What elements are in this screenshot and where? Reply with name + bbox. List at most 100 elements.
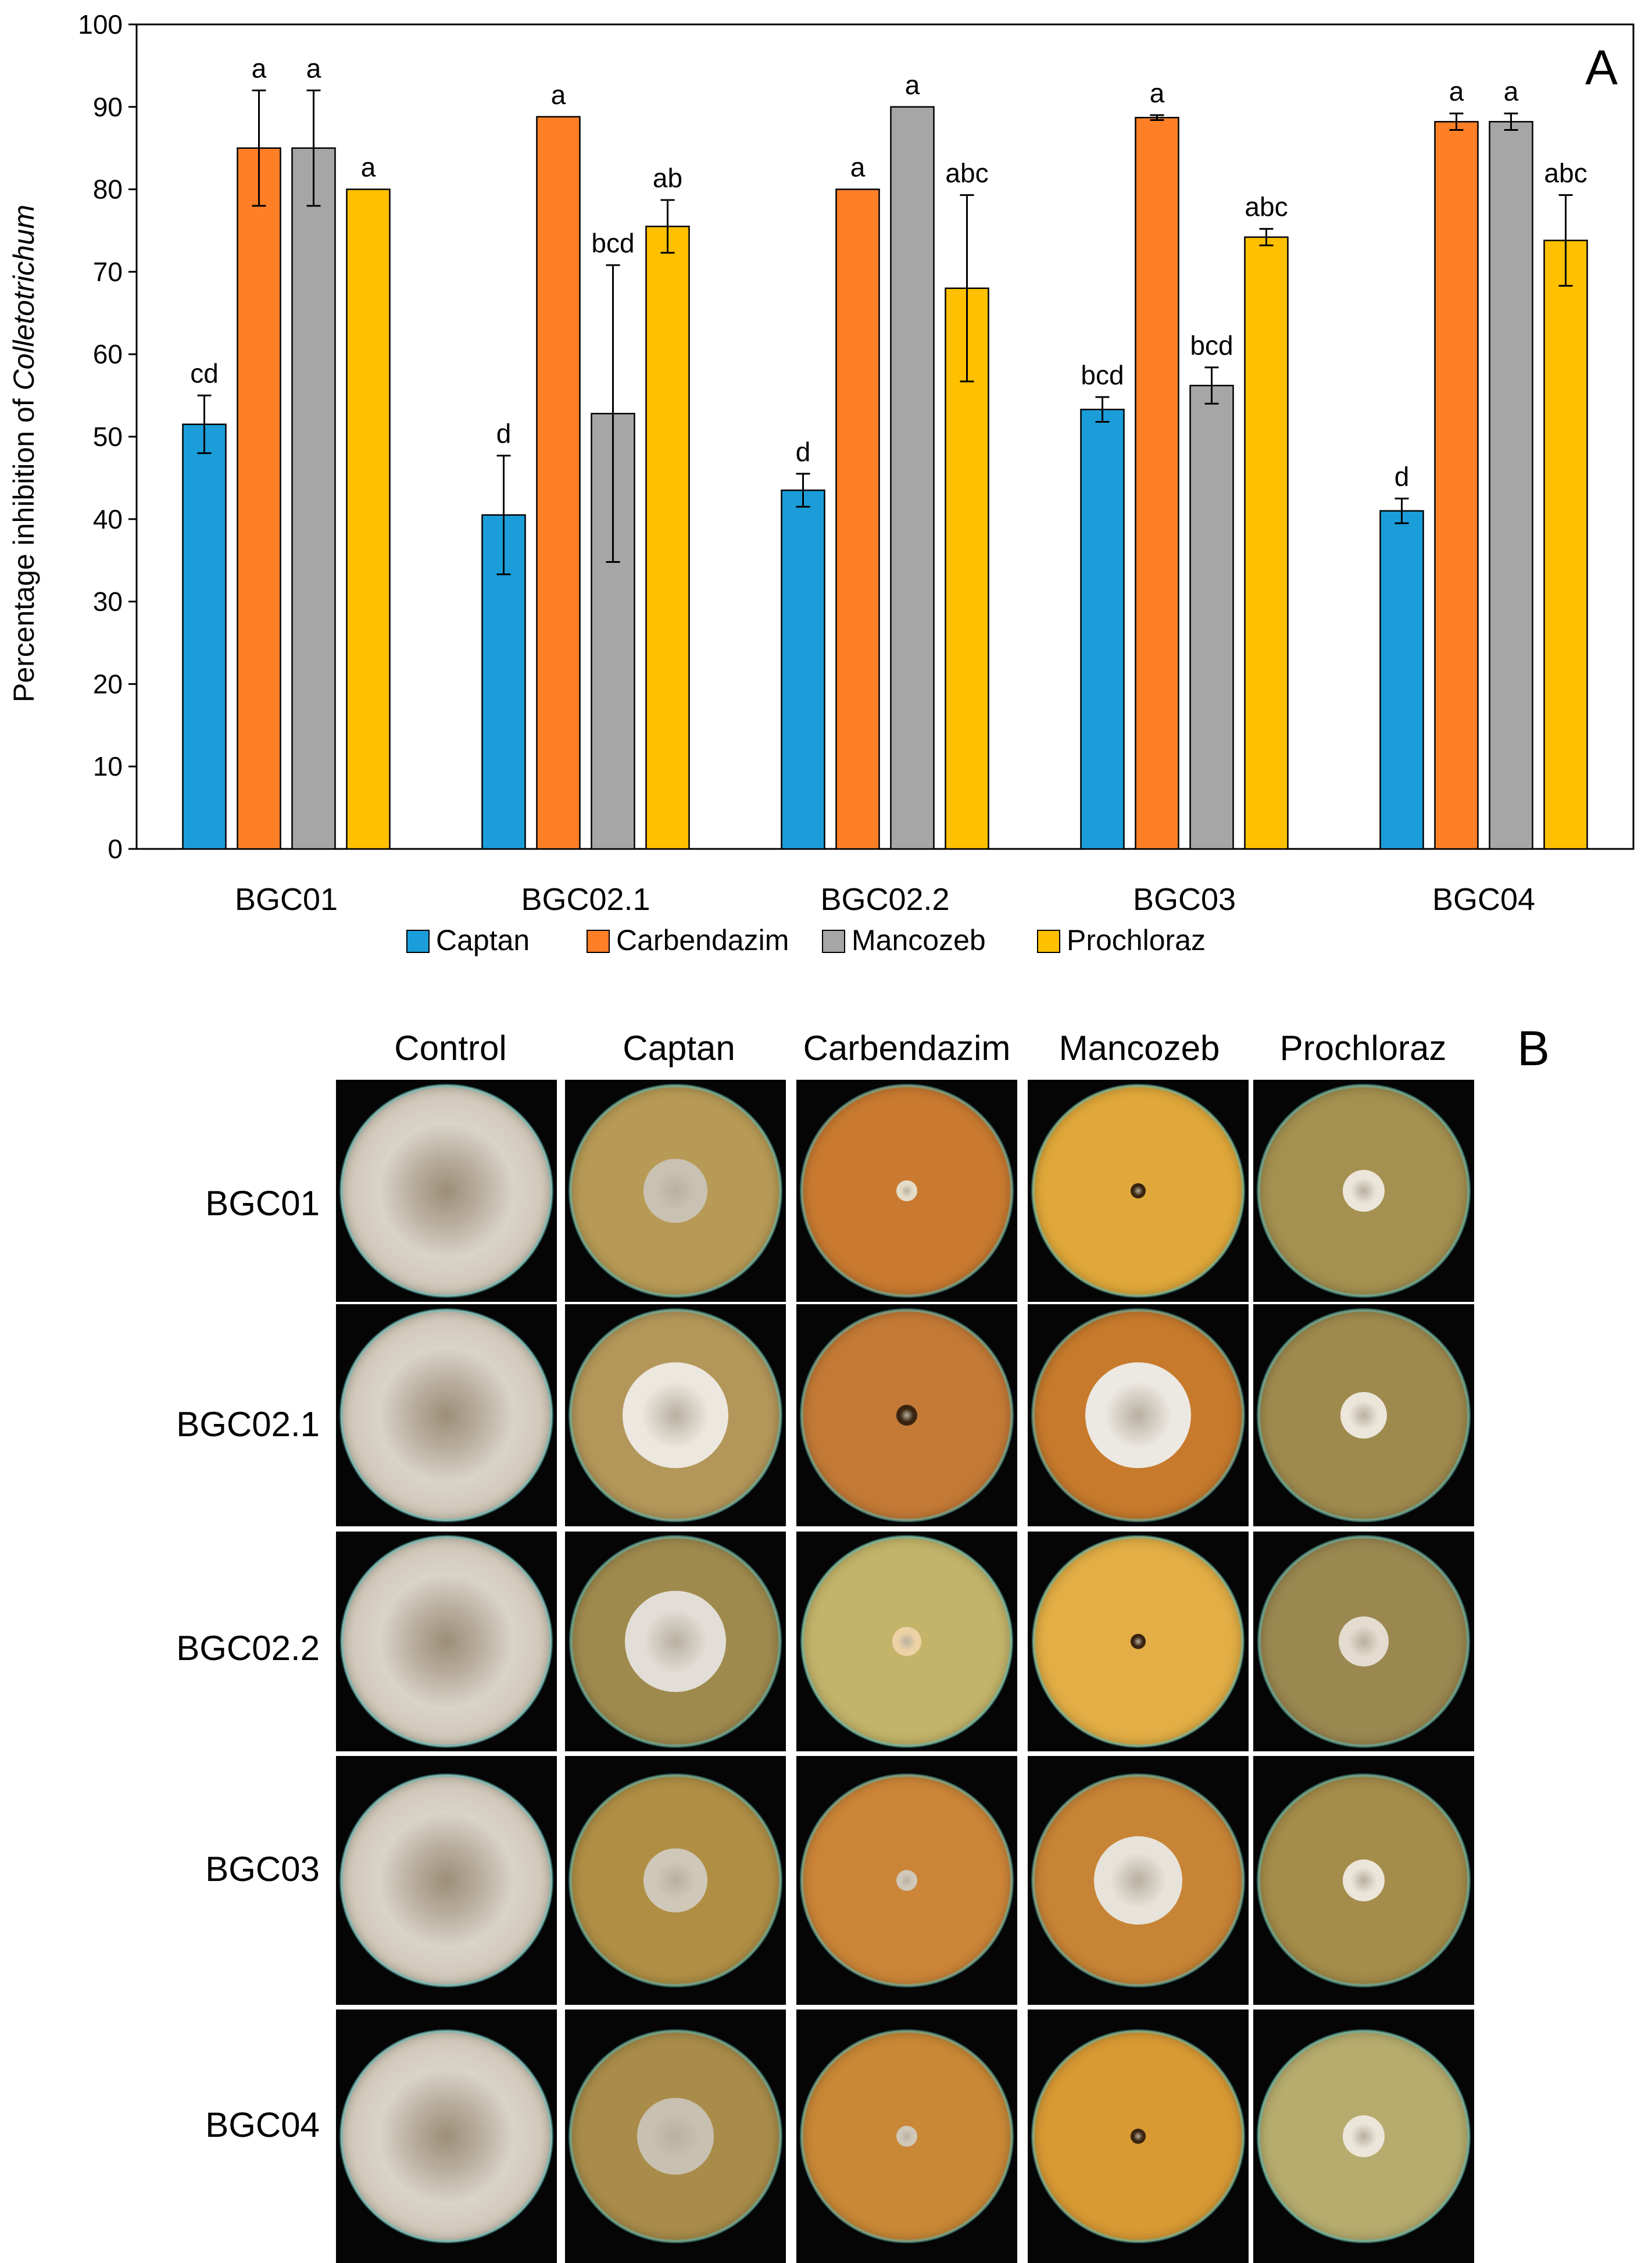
- petri-dish-rim: [568, 1084, 782, 1298]
- x-category-label: BGC03: [1133, 882, 1236, 917]
- petri-dish-rim: [568, 1308, 782, 1522]
- petri-dish-rim: [1257, 1535, 1470, 1748]
- chart-legend: Captan Carbendazim Mancozeb Prochloraz: [406, 924, 1206, 956]
- y-tick-label: 10: [93, 751, 123, 781]
- petri-plate-photo: [336, 1756, 557, 2005]
- petri-plate-photo: [1253, 1080, 1474, 1302]
- bar: [1543, 240, 1588, 850]
- chart-axes: 0 10 20 30 40 50 60 70 80 90 100 BGC01 BGC02.1 BGC02.…: [78, 9, 1635, 917]
- bar: [291, 147, 336, 850]
- y-tick-label: 80: [93, 174, 123, 205]
- petri-dish-rim: [569, 1535, 782, 1748]
- petri-dish-rim: [800, 1535, 1013, 1748]
- y-tick-label: 30: [93, 587, 123, 617]
- petri-plate-photo: [1253, 1756, 1474, 2005]
- petri-dish-rim: [339, 1308, 553, 1522]
- y-tick-label: 100: [78, 9, 123, 40]
- petri-plate-photo: [1253, 1532, 1474, 1751]
- petri-plate-photo: [1028, 2009, 1249, 2263]
- legend-label: Mancozeb: [852, 924, 986, 956]
- bar: [890, 106, 935, 850]
- legend-label: Prochloraz: [1067, 924, 1206, 956]
- petri-plate-photo: [565, 2009, 786, 2263]
- x-category-label: BGC02.2: [820, 882, 949, 917]
- y-tick-label: 20: [93, 669, 123, 699]
- petri-dish-rim: [1031, 1773, 1245, 1987]
- bar: [182, 423, 227, 850]
- petri-plate-photo: [336, 2009, 557, 2263]
- petri-dish-rim: [339, 1773, 553, 1987]
- bar: [1244, 236, 1289, 850]
- bar: [1379, 510, 1424, 850]
- petri-plate-photo: [796, 1532, 1017, 1751]
- petri-plate-photo: [1253, 2009, 1474, 2263]
- significance-letter: bcd: [591, 228, 634, 258]
- petri-plate-photo: [336, 1080, 557, 1302]
- petri-dish-rim: [340, 1535, 553, 1748]
- significance-letter: a: [850, 152, 866, 183]
- petri-dish-rim: [1031, 1308, 1245, 1522]
- petri-dish-rim: [1257, 2029, 1471, 2243]
- row-label-bgc02-2: BGC02.2: [176, 1629, 320, 1668]
- petri-dish-rim: [568, 1773, 782, 1987]
- row-label-bgc03: BGC03: [205, 1850, 320, 1889]
- significance-letter: ab: [653, 163, 682, 193]
- panel-b-letter: B: [1517, 1021, 1550, 1076]
- x-category-label: BGC01: [235, 882, 338, 917]
- petri-dish-rim: [1257, 1773, 1471, 1987]
- petri-dish-rim: [800, 2029, 1014, 2243]
- significance-letter: a: [252, 53, 267, 83]
- bar: [1434, 121, 1479, 850]
- bar: [346, 188, 391, 850]
- legend-swatch: [1037, 930, 1060, 953]
- significance-letter: d: [796, 437, 811, 467]
- y-axis-label: Percentage inhibition of Colletotrichum: [8, 205, 40, 702]
- column-header-prochloraz: Prochloraz: [1279, 1029, 1447, 1068]
- petri-plate-photo: [796, 1080, 1017, 1302]
- petri-dish-rim: [800, 1308, 1014, 1522]
- petri-plate-photo: [796, 1304, 1017, 1526]
- petri-dish-rim: [339, 1084, 553, 1298]
- bar: [237, 147, 281, 850]
- petri-plate-photo: [565, 1756, 786, 2005]
- column-header-carbendazim: Carbendazim: [803, 1029, 1011, 1068]
- column-header-captan: Captan: [623, 1029, 735, 1068]
- petri-plate-photo: [1028, 1532, 1249, 1751]
- bar: [781, 489, 825, 850]
- petri-plate-photo: [565, 1080, 786, 1302]
- legend-label: Captan: [436, 924, 530, 956]
- significance-letter: abc: [1544, 158, 1587, 188]
- petri-plate-photo: [796, 2009, 1017, 2263]
- legend-swatch: [587, 930, 610, 953]
- bar: [1135, 116, 1179, 850]
- significance-letter: a: [361, 152, 376, 183]
- significance-letter: abc: [945, 158, 988, 188]
- significance-letter: bcd: [1081, 360, 1124, 390]
- column-header-control: Control: [394, 1029, 507, 1068]
- legend-label: Carbendazim: [616, 924, 789, 956]
- petri-plate-photo: [336, 1532, 557, 1751]
- y-tick-label: 50: [93, 422, 123, 452]
- petri-dish-rim: [1032, 1535, 1245, 1748]
- legend-swatch: [406, 930, 430, 953]
- y-tick-label: 70: [93, 256, 123, 287]
- panel-a-letter: A: [1585, 40, 1618, 95]
- bar-chart: 0 10 20 30 40 50 60 70 80 90 100 BGC01 BGC02.1 BGC02.…: [8, 9, 1635, 956]
- significance-letter: d: [1394, 461, 1410, 491]
- y-tick-label: 90: [93, 92, 123, 122]
- petri-dish-rim: [1031, 1084, 1245, 1298]
- y-tick-label: 60: [93, 339, 123, 369]
- petri-plate-photo: [1028, 1080, 1249, 1302]
- petri-plate-photo: [336, 1304, 557, 1526]
- bar: [835, 188, 880, 850]
- petri-dish-rim: [1031, 2029, 1245, 2243]
- bar: [536, 116, 581, 850]
- y-tick-label: 0: [108, 834, 123, 864]
- petri-dish-rim: [568, 2029, 782, 2243]
- bar: [645, 226, 690, 850]
- significance-letter: a: [551, 80, 566, 110]
- bar: [481, 514, 526, 850]
- significance-letter: a: [905, 70, 920, 100]
- row-label-bgc01: BGC01: [205, 1184, 320, 1223]
